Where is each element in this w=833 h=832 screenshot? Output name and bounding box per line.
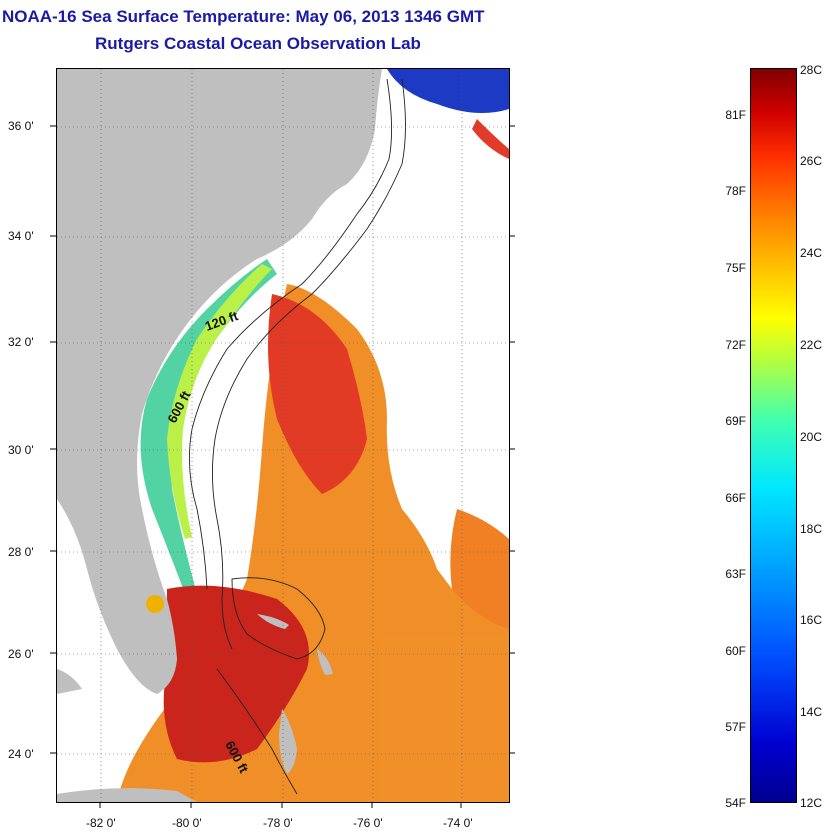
lat-label-36: 36 0' — [8, 119, 34, 133]
contour-600ft — [211, 78, 406, 650]
sst-field — [117, 69, 509, 802]
colorbar-label-78f: 78F — [725, 184, 746, 198]
colorbar-label-24c: 24C — [800, 246, 823, 260]
contour-120ft — [188, 78, 393, 590]
colorbar-label-14c: 14C — [800, 705, 823, 719]
lat-label-34: 34 0' — [8, 229, 34, 243]
sst-coastal-band — [140, 259, 277, 599]
lat-label-32: 32 0' — [8, 335, 34, 349]
land-us-coast — [57, 69, 382, 694]
lon-label-80: -80 0' — [172, 816, 202, 830]
sst-map-canvas: 120 ft 600 ft 600 ft — [57, 69, 509, 802]
land-bahamas-2 — [257, 614, 289, 629]
colorbar-label-12c: 12C — [800, 796, 823, 810]
lat-label-30: 30 0' — [8, 443, 34, 457]
colorbar-label-18c: 18C — [800, 522, 823, 536]
map-title: NOAA-16 Sea Surface Temperature: May 06,… — [2, 7, 485, 26]
colorbar-label-54f: 54F — [725, 796, 746, 810]
colorbar-label-69f: 69F — [725, 414, 746, 428]
lat-label-28: 28 0' — [8, 545, 34, 559]
land-florida-keys — [57, 669, 82, 694]
bathymetry-contours — [188, 78, 406, 795]
colorbar-label-72f: 72F — [725, 338, 746, 352]
land-andros-island — [279, 709, 297, 774]
land-bahamas-1 — [317, 649, 333, 675]
colorbar-label-28c: 28C — [800, 63, 823, 77]
colorbar-label-66f: 66F — [725, 491, 746, 505]
map-subtitle: Rutgers Coastal Ocean Observation Lab — [95, 34, 421, 53]
land-lake-okeechobee — [146, 595, 164, 613]
contour-600ft-south — [216, 668, 298, 795]
colorbar-label-22c: 22C — [800, 338, 823, 352]
lat-label-26: 26 0' — [8, 647, 34, 661]
colorbar-label-20c: 20C — [800, 430, 823, 444]
colorbar-label-16c: 16C — [800, 613, 823, 627]
contour-bahamas — [231, 577, 326, 660]
colorbar-label-60f: 60F — [725, 644, 746, 658]
lon-label-82: -82 0' — [86, 816, 116, 830]
graticule — [57, 69, 509, 802]
colorbar-label-63f: 63F — [725, 567, 746, 581]
lon-label-78: -78 0' — [263, 816, 293, 830]
colorbar-label-75f: 75F — [725, 261, 746, 275]
lat-label-24: 24 0' — [8, 747, 34, 761]
sst-map: 120 ft 600 ft 600 ft — [56, 68, 510, 803]
temperature-colorbar — [750, 68, 797, 803]
sst-east-patch — [450, 509, 509, 629]
colorbar-label-57f: 57F — [725, 720, 746, 734]
land-cuba-west — [57, 788, 197, 802]
colorbar-label-26c: 26C — [800, 154, 823, 168]
lon-label-74: -74 0' — [443, 816, 473, 830]
lon-label-76: -76 0' — [353, 816, 383, 830]
sst-hot-core — [268, 294, 367, 494]
sst-northeast-edge — [472, 119, 509, 159]
sst-south-hot — [163, 585, 309, 763]
sst-coastal-band-inner — [167, 264, 272, 539]
sst-northeast-patch — [387, 69, 509, 113]
colorbar-label-81f: 81F — [725, 108, 746, 122]
